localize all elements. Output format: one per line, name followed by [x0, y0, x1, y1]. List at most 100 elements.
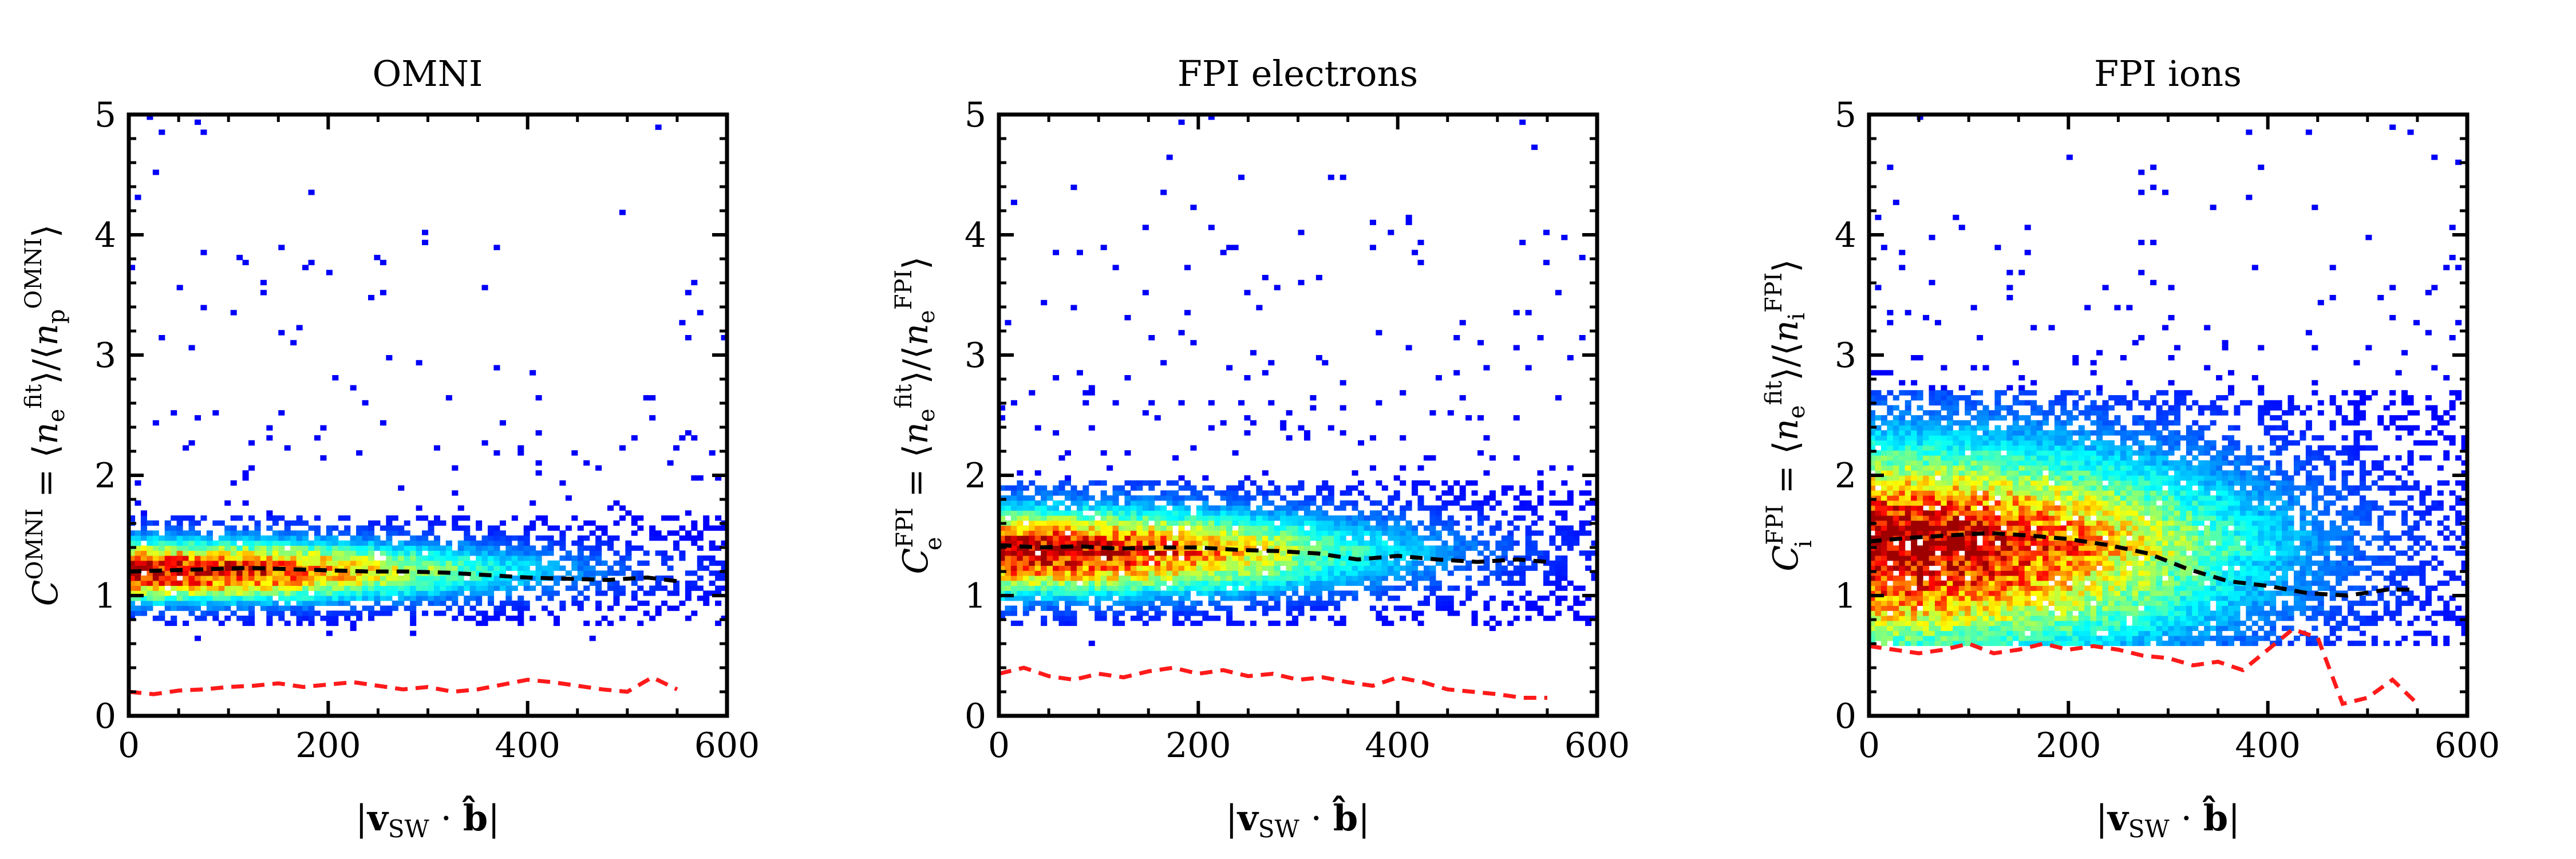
heatmap-cell	[230, 590, 237, 596]
heatmap-cell	[1232, 560, 1239, 566]
heatmap-cell	[1274, 490, 1281, 496]
heatmap-cell	[457, 580, 464, 586]
heatmap-cell	[320, 576, 327, 581]
heatmap-cell	[183, 605, 189, 611]
heatmap-cell	[2012, 495, 2019, 501]
heatmap-cell	[1946, 395, 1953, 401]
heatmap-cell	[1917, 550, 1923, 556]
heatmap-cell	[183, 590, 189, 596]
heatmap-cell	[1911, 530, 1918, 536]
heatmap-cell	[1196, 620, 1203, 626]
heatmap-cell	[661, 555, 668, 561]
heatmap-cell	[1334, 520, 1341, 526]
heatmap-cell	[542, 590, 548, 596]
heatmap-cell	[212, 550, 219, 556]
heatmap-cell	[1929, 485, 1935, 491]
heatmap-cell	[469, 565, 476, 571]
heatmap-cell	[1017, 620, 1024, 626]
heatmap-cell	[2000, 445, 2007, 451]
heatmap-cell	[1119, 510, 1125, 516]
heatmap-cell	[2006, 610, 2013, 616]
heatmap-cell	[1064, 505, 1071, 511]
heatmap-cell	[493, 580, 500, 586]
heatmap-cell	[152, 600, 159, 606]
heatmap-cell	[1970, 616, 1977, 621]
heatmap-cell	[1369, 515, 1376, 521]
heatmap-cell	[1465, 565, 1472, 571]
heatmap-cell	[1893, 625, 1899, 631]
heatmap-cell	[1172, 576, 1179, 581]
heatmap-cell	[1154, 480, 1161, 486]
heatmap-cell	[171, 620, 177, 626]
heatmap-cell	[152, 545, 159, 551]
heatmap-cell	[1220, 540, 1227, 546]
heatmap-cell	[493, 605, 500, 611]
heatmap-cell	[1965, 535, 1971, 541]
heatmap-cell	[1184, 265, 1191, 270]
heatmap-cell	[1537, 485, 1544, 491]
heatmap-cell	[1298, 600, 1305, 606]
heatmap-cell	[1064, 585, 1071, 591]
heatmap-cell	[1022, 550, 1029, 556]
heatmap-cell	[542, 545, 548, 551]
heatmap-cell	[1965, 580, 1971, 586]
heatmap-cell	[1982, 490, 1989, 496]
heatmap-cell	[135, 610, 141, 616]
heatmap-cell	[691, 520, 698, 526]
heatmap-cell	[129, 580, 136, 586]
heatmap-cell	[1911, 545, 1918, 551]
heatmap-cell	[1958, 425, 1965, 431]
heatmap-cell	[1429, 520, 1436, 526]
heatmap-cell	[547, 596, 554, 601]
heatmap-cell	[1184, 560, 1191, 566]
heatmap-cell	[1946, 510, 1953, 516]
heatmap-cell	[206, 535, 213, 541]
heatmap-cell	[613, 580, 620, 586]
heatmap-cell	[1214, 510, 1221, 516]
heatmap-cell	[374, 580, 381, 586]
heatmap-cell	[1119, 525, 1125, 531]
heatmap-cell	[481, 576, 488, 581]
heatmap-cell	[715, 525, 722, 531]
heatmap-cell	[1555, 500, 1562, 506]
heatmap-cell	[1166, 530, 1173, 536]
heatmap-cell	[362, 590, 369, 596]
heatmap-cell	[1154, 585, 1161, 591]
heatmap-cell	[476, 560, 483, 566]
heatmap-cell	[1172, 555, 1179, 561]
heatmap-cell	[1119, 565, 1125, 571]
heatmap-cell	[1869, 415, 1876, 421]
heatmap-cell	[1369, 590, 1376, 596]
heatmap-cell	[691, 540, 698, 546]
heatmap-cell	[595, 590, 602, 596]
heatmap-cell	[1893, 560, 1899, 566]
heatmap-cell	[2000, 576, 2007, 581]
heatmap-cell	[1923, 530, 1930, 536]
heatmap-cell	[1887, 590, 1894, 596]
heatmap-cell	[999, 585, 1006, 591]
heatmap-cell	[1941, 365, 1947, 371]
heatmap-cell	[595, 570, 602, 576]
heatmap-cell	[194, 576, 201, 581]
heatmap-cell	[1982, 530, 1989, 536]
heatmap-cell	[356, 596, 363, 601]
heatmap-cell	[1232, 515, 1239, 521]
heatmap-cell	[1513, 616, 1520, 621]
heatmap-cell	[1346, 590, 1353, 596]
heatmap-cell	[1388, 500, 1394, 506]
heatmap-cell	[230, 570, 237, 576]
heatmap-cell	[1310, 605, 1317, 611]
heatmap-cell	[1178, 600, 1185, 606]
heatmap-cell	[1232, 576, 1239, 581]
heatmap-cell	[2006, 480, 2013, 486]
heatmap-cell	[1340, 175, 1346, 180]
heatmap-cell	[176, 515, 183, 521]
heatmap-cell	[493, 560, 500, 566]
heatmap-cell	[1268, 620, 1275, 626]
heatmap-cell	[1393, 560, 1400, 566]
heatmap-cell	[428, 520, 434, 526]
heatmap-cell	[1929, 596, 1935, 601]
heatmap-cell	[1965, 515, 1971, 521]
heatmap-cell	[499, 530, 506, 536]
heatmap-cell	[433, 535, 440, 541]
